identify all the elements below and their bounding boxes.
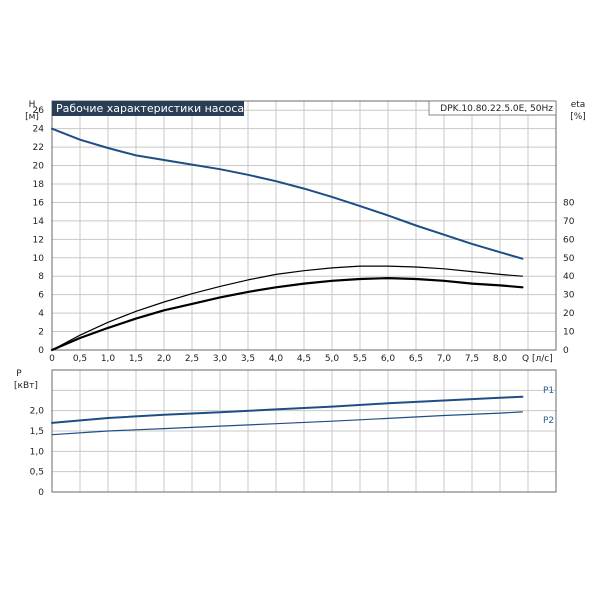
y-right-tick-label: 0 — [563, 346, 569, 356]
p-tick-label: 2,0 — [30, 407, 45, 417]
y-left-tick-label: 12 — [33, 235, 44, 245]
y-right-axis-title: eta — [571, 100, 586, 110]
y-right-tick-label: 40 — [563, 272, 575, 282]
x-tick-label: 1,5 — [129, 354, 143, 364]
p1-label: P1 — [543, 386, 554, 396]
p-axis-unit: [кВт] — [14, 381, 38, 391]
y-left-axis-unit: [м] — [25, 112, 39, 122]
y-right-tick-label: 20 — [563, 309, 575, 319]
bottom-series-p2 — [51, 411, 523, 436]
x-tick-label: 6,0 — [381, 354, 396, 364]
p-tick-label: 1,0 — [30, 447, 45, 457]
x-tick-label: 0 — [49, 354, 55, 364]
y-right-tick-label: 70 — [563, 217, 575, 227]
y-right-axis-unit: [%] — [570, 112, 586, 122]
y-left-tick-label: 20 — [33, 162, 45, 172]
p-tick-label: 0 — [38, 488, 44, 498]
x-tick-label: 5,0 — [325, 354, 340, 364]
top-series-eta-lower — [50, 277, 524, 352]
x-tick-label: 1,0 — [101, 354, 116, 364]
x-tick-label: 6,5 — [409, 354, 423, 364]
top-series-h — [51, 127, 524, 260]
chart-title: Рабочие характеристики насоса — [56, 102, 244, 115]
y-right-tick-label: 30 — [563, 291, 575, 301]
model-label: DPK.10.80.22.5.0E, 50Hz — [440, 104, 553, 114]
y-right-tick-label: 60 — [563, 235, 575, 245]
labels-layer: 0246810121416182022242601020304050607080… — [14, 100, 586, 498]
model-box — [428, 100, 557, 116]
y-right-tick-label: 10 — [563, 328, 575, 338]
bottom-panel-frame — [51, 369, 557, 493]
title-background — [52, 101, 244, 116]
x-tick-label: 7,5 — [465, 354, 479, 364]
x-tick-label: 2,5 — [185, 354, 199, 364]
top-panel-frame — [51, 100, 557, 351]
y-left-tick-label: 4 — [38, 309, 44, 319]
y-left-tick-label: 22 — [33, 143, 44, 153]
y-left-tick-label: 0 — [38, 346, 44, 356]
p-tick-label: 1,5 — [30, 427, 44, 437]
y-left-tick-label: 6 — [38, 291, 44, 301]
y-left-tick-label: 8 — [38, 272, 44, 282]
y-left-tick-label: 16 — [33, 198, 45, 208]
x-tick-label: 5,5 — [353, 354, 367, 364]
p-axis-title: P — [16, 369, 22, 379]
x-tick-label: 2,0 — [157, 354, 172, 364]
y-left-tick-label: 10 — [33, 254, 45, 264]
p2-label: P2 — [543, 416, 554, 426]
y-right-tick-label: 80 — [563, 198, 575, 208]
x-tick-label: 3,5 — [241, 354, 255, 364]
p-tick-label: 0,5 — [30, 468, 44, 478]
x-tick-label: 7,0 — [437, 354, 452, 364]
top-panel-grid — [51, 100, 557, 351]
x-tick-label: 0,5 — [73, 354, 87, 364]
bottom-series-p1 — [51, 395, 524, 424]
x-tick-label: 3,0 — [213, 354, 228, 364]
y-left-tick-label: 2 — [38, 328, 44, 338]
x-tick-label: 8,0 — [493, 354, 508, 364]
y-left-tick-label: 18 — [33, 180, 45, 190]
bottom-panel-grid — [51, 369, 557, 493]
x-tick-label: 4,5 — [297, 354, 311, 364]
y-right-tick-label: 50 — [563, 254, 575, 264]
y-left-tick-label: 14 — [33, 217, 45, 227]
y-left-tick-label: 26 — [33, 106, 45, 116]
y-left-axis-title: H — [29, 100, 36, 110]
x-tick-label: 4,0 — [269, 354, 284, 364]
y-left-tick-label: 24 — [33, 125, 45, 135]
x-axis-title: Q [л/с] — [522, 354, 553, 364]
series-layer — [50, 127, 524, 436]
top-series-eta-upper — [51, 265, 523, 351]
